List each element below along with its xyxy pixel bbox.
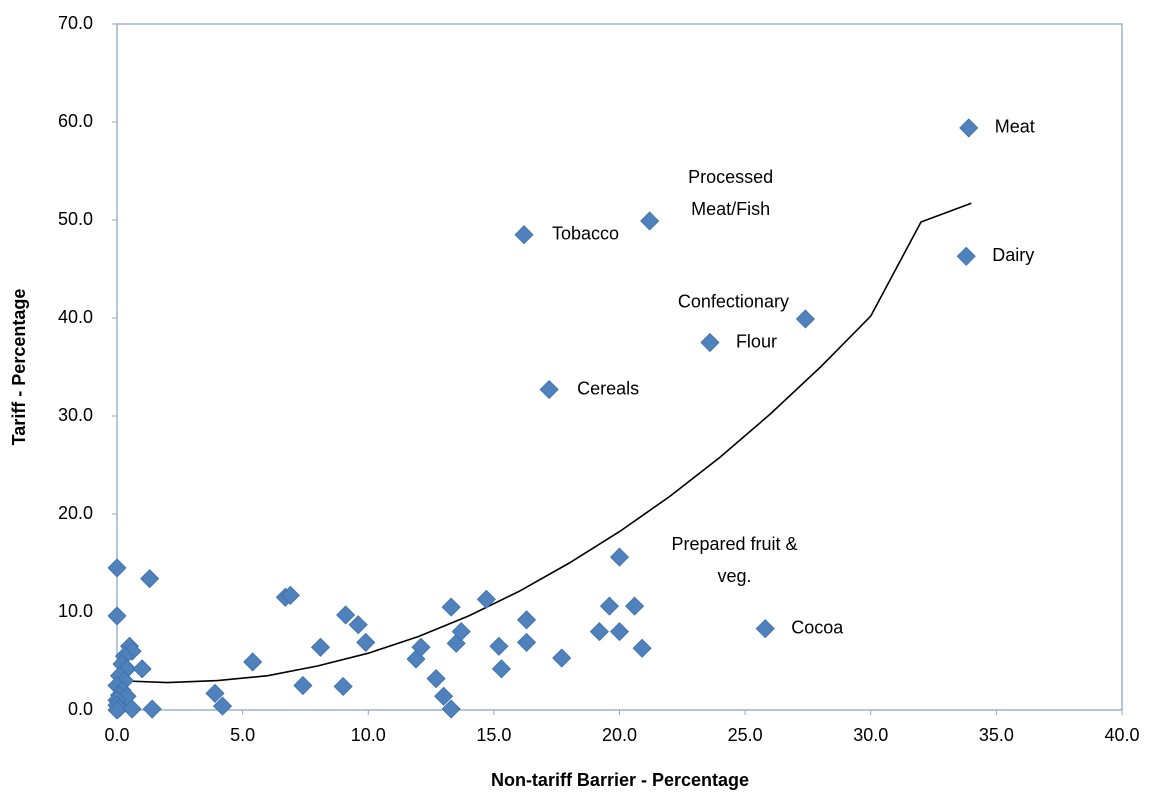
- point: [539, 379, 559, 400]
- x-tick-label: 25.0: [728, 725, 763, 745]
- y-tick-label: 20.0: [58, 503, 93, 523]
- point: [333, 676, 353, 697]
- point: [348, 615, 368, 635]
- y-tick-label: 40.0: [58, 307, 93, 327]
- point: [632, 638, 652, 658]
- point: [640, 211, 660, 231]
- point: [107, 700, 127, 720]
- trend-line: [116, 202, 972, 684]
- point-label: Confectionary: [678, 292, 789, 312]
- point: [959, 118, 979, 138]
- point: [356, 632, 376, 652]
- y-tick-label: 0.0: [68, 699, 93, 719]
- point: [795, 309, 815, 329]
- point: [310, 637, 331, 657]
- point: [491, 659, 511, 679]
- point: [122, 699, 142, 719]
- point-label: Meat: [995, 117, 1035, 137]
- point: [755, 619, 775, 639]
- point: [140, 569, 160, 589]
- point: [589, 622, 609, 642]
- x-tick-label: 0.0: [104, 725, 129, 745]
- point: [489, 636, 509, 656]
- point: [280, 585, 300, 605]
- point: [552, 648, 572, 668]
- point: [107, 606, 127, 626]
- x-axis-title: Non-tariff Barrier - Percentage: [491, 770, 749, 790]
- x-tick-label: 40.0: [1104, 725, 1139, 745]
- point: [514, 225, 534, 245]
- point: [625, 596, 645, 616]
- y-tick-label: 10.0: [58, 601, 93, 621]
- point: [609, 547, 630, 567]
- point-label: Cereals: [577, 378, 639, 398]
- y-tick-label: 50.0: [58, 209, 93, 229]
- x-tick-label: 10.0: [351, 725, 386, 745]
- point: [516, 632, 537, 652]
- point: [441, 597, 461, 617]
- y-axis-title: Tariff - Percentage: [9, 289, 29, 446]
- point: [243, 652, 263, 672]
- point: [609, 622, 630, 642]
- point: [441, 699, 461, 719]
- x-tick-label: 35.0: [979, 725, 1014, 745]
- point: [516, 610, 537, 630]
- point: [205, 683, 225, 703]
- point: [411, 637, 431, 657]
- y-tick-label: 70.0: [58, 13, 93, 33]
- point: [956, 246, 976, 266]
- point: [212, 696, 233, 716]
- point: [107, 558, 127, 578]
- point-label: Dairy: [992, 245, 1034, 265]
- y-tick-label: 30.0: [58, 405, 93, 425]
- point-label: Processed Meat/Fish: [688, 167, 773, 219]
- x-tick-label: 30.0: [853, 725, 888, 745]
- point: [700, 332, 720, 353]
- y-tick-label: 60.0: [58, 111, 93, 131]
- point: [434, 686, 454, 706]
- point: [336, 605, 356, 625]
- point: [142, 699, 162, 719]
- x-tick-label: 15.0: [476, 725, 511, 745]
- point: [446, 633, 466, 653]
- point: [426, 669, 446, 689]
- point-label: Prepared fruit & veg.: [671, 534, 797, 586]
- point: [132, 659, 152, 679]
- point: [451, 622, 471, 642]
- point-label: Tobacco: [552, 223, 619, 243]
- point: [293, 675, 313, 696]
- x-tick-label: 20.0: [602, 725, 637, 745]
- point: [599, 596, 620, 616]
- point-label: Flour: [736, 331, 777, 351]
- x-tick-label: 5.0: [230, 725, 255, 745]
- point-label: Cocoa: [791, 617, 844, 637]
- point: [476, 589, 496, 609]
